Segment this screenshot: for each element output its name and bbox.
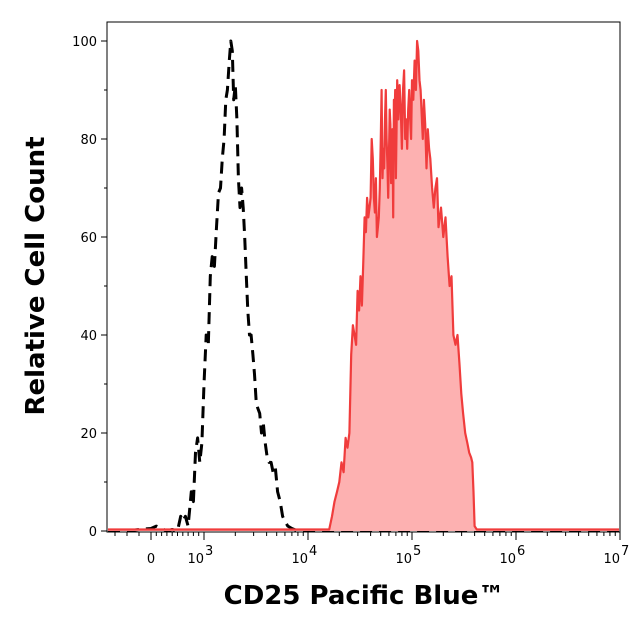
series-1-line — [108, 39, 619, 531]
x-tick-label-4: 10 — [499, 552, 516, 567]
x-tick-exponent-1: 3 — [205, 544, 213, 559]
x-tick-exponent-2: 4 — [309, 544, 317, 559]
series-layer — [108, 39, 619, 533]
y-tick-label-3: 60 — [80, 231, 97, 246]
y-tick-label-1: 20 — [80, 427, 97, 442]
y-tick-label-2: 40 — [80, 329, 97, 344]
y-tick-label-0: 0 — [89, 525, 97, 540]
y-axis-title: Relative Cell Count — [21, 136, 51, 415]
x-tick-label-3: 10 — [395, 552, 412, 567]
plot-frame — [106, 21, 621, 533]
x-tick-exponent-5: 7 — [621, 544, 629, 559]
y-tick-label-4: 80 — [80, 133, 97, 148]
x-tick-label-1: 10 — [187, 552, 204, 567]
x-tick-label-0: 0 — [147, 552, 155, 567]
y-tick-label-5: 100 — [72, 35, 97, 50]
x-tick-exponent-4: 6 — [517, 544, 525, 559]
series-0-dashed-line — [108, 39, 619, 533]
x-tick-label-2: 10 — [291, 552, 308, 567]
x-axis-title: CD25 Pacific Blue™ — [224, 581, 505, 611]
x-tick-label-5: 10 — [603, 552, 620, 567]
x-tick-exponent-3: 5 — [413, 544, 421, 559]
